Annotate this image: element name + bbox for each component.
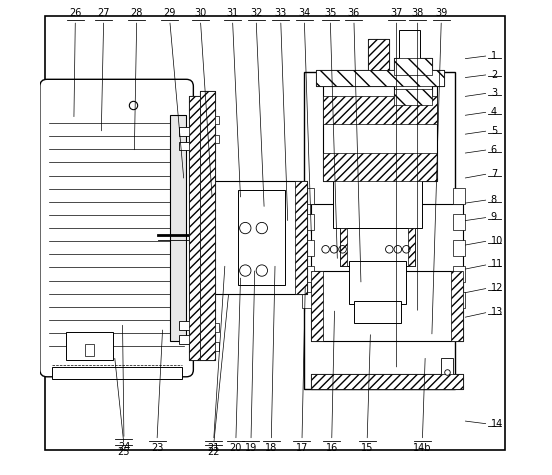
Text: 6: 6 [491,145,497,155]
Text: 4: 4 [491,107,497,117]
Bar [441,358,453,377]
Text: 37: 37 [390,8,402,18]
Text: 15: 15 [361,443,373,453]
Bar [52,367,182,379]
Bar [339,228,347,266]
Bar [238,190,285,285]
Bar [311,374,463,389]
Text: 39: 39 [435,8,448,18]
Text: 36: 36 [348,8,360,18]
Bar [304,72,455,389]
Bar [453,214,465,230]
Text: 38: 38 [412,8,424,18]
Bar [339,228,415,266]
Bar [179,321,208,330]
Bar [196,323,219,332]
Bar [368,39,389,70]
Text: 33: 33 [274,8,287,18]
Bar [302,188,314,204]
Bar [302,214,314,230]
Text: 7: 7 [491,169,497,179]
Text: 32: 32 [250,8,262,18]
Bar [453,292,465,308]
Text: 2: 2 [491,69,497,80]
FancyBboxPatch shape [40,79,193,377]
Bar [399,30,420,60]
Bar [170,115,186,342]
Bar [200,91,215,360]
Text: 18: 18 [265,443,278,453]
Text: 10: 10 [491,236,503,246]
Text: 30: 30 [194,8,206,18]
Text: 19: 19 [245,443,257,453]
Text: 5: 5 [491,126,497,136]
Text: 24: 24 [118,441,130,452]
Text: 23: 23 [151,443,163,453]
Text: 12: 12 [491,283,503,293]
Bar [85,344,94,356]
Bar [179,127,208,136]
Bar [453,240,465,256]
Bar [189,96,200,360]
Text: 28: 28 [130,8,143,18]
Text: 22: 22 [208,447,220,457]
Text: 14: 14 [491,419,503,429]
Bar [203,181,307,294]
Bar [66,332,113,360]
Bar [302,292,314,308]
Text: 8: 8 [491,195,497,205]
Bar [316,70,444,86]
Text: 3: 3 [491,88,497,98]
Text: 27: 27 [97,8,110,18]
Bar [311,271,463,342]
Bar [196,116,219,124]
Bar [349,261,406,304]
Bar [451,271,463,342]
Bar [323,77,437,181]
Text: 21: 21 [208,443,220,453]
Bar [323,96,437,124]
Bar [179,335,208,344]
Bar [408,228,415,266]
Text: 34: 34 [298,8,310,18]
Text: 1: 1 [491,51,497,61]
Text: 11: 11 [491,259,503,269]
Text: 17: 17 [296,443,308,453]
Bar [189,96,200,360]
Bar [333,171,422,228]
Text: 25: 25 [118,447,130,457]
Bar [354,301,401,323]
Bar [316,70,444,86]
Bar [179,142,208,150]
Bar [203,181,215,294]
Bar [302,240,314,256]
Text: 26: 26 [69,8,82,18]
Bar [295,181,307,294]
Text: 9: 9 [491,212,497,222]
Bar [311,374,463,389]
Bar [453,266,465,282]
Text: 13: 13 [491,307,503,317]
Text: 16: 16 [326,443,338,453]
Bar [368,39,389,70]
Text: 20: 20 [230,443,242,453]
Bar [311,204,463,276]
Bar [196,134,219,143]
Bar [200,91,215,360]
Bar [196,342,219,351]
Bar [302,266,314,282]
Bar [453,188,465,204]
Bar [311,271,323,342]
Text: 29: 29 [163,8,176,18]
Bar [394,58,432,105]
Text: 35: 35 [324,8,337,18]
Text: 14b: 14b [413,443,432,453]
Bar [323,152,437,181]
Text: 31: 31 [226,8,238,18]
Bar [394,58,432,75]
Bar [394,89,432,105]
